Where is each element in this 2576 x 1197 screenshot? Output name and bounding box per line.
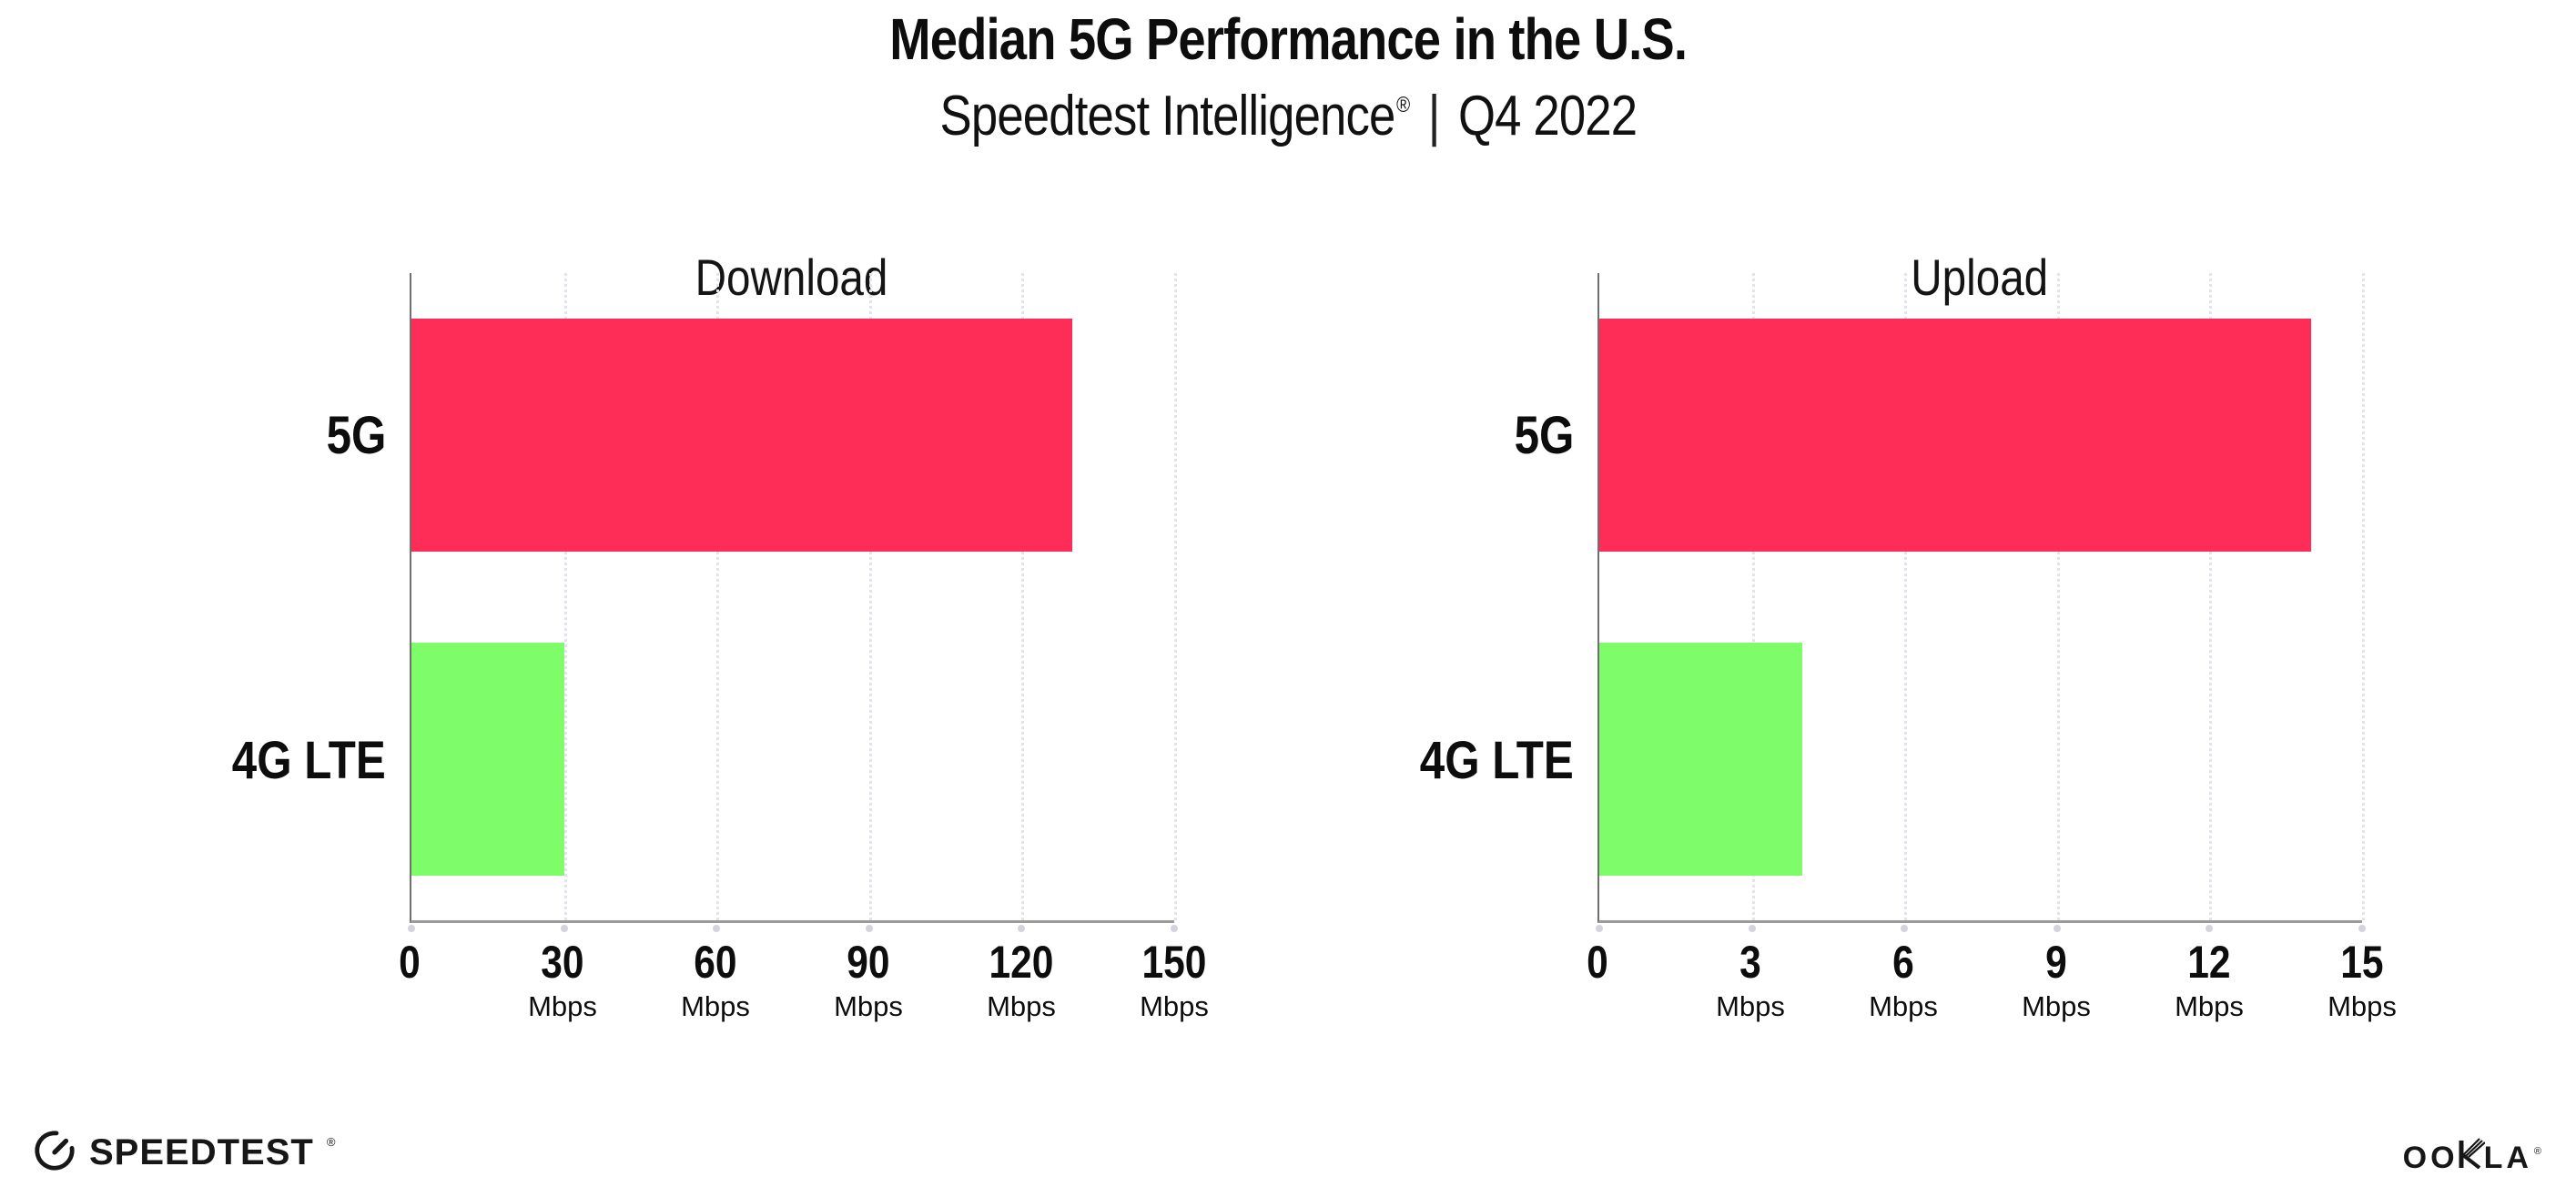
gridline — [1751, 273, 1755, 921]
unit-label: Mbps — [2022, 990, 2091, 1023]
category-label-5g: 5G — [326, 406, 386, 466]
tick-dot — [1901, 925, 1909, 933]
bar-4g-lte-upload — [1599, 642, 1803, 876]
bar-5g-download — [411, 319, 1073, 552]
tick-dot — [408, 925, 415, 933]
gridlines — [1599, 273, 2365, 921]
registered-mark: ® — [1395, 92, 1410, 117]
category-label-5g: 5G — [1514, 406, 1574, 466]
x-tick: 0 — [399, 937, 421, 989]
unit-label: Mbps — [681, 990, 750, 1023]
unit-label: Mbps — [2328, 990, 2397, 1023]
panel-upload: Upload 5G 4G LTE — [1402, 191, 2397, 1060]
tick-dot — [2206, 925, 2214, 933]
y-axis-labels-upload: 5G 4G LTE — [1402, 273, 1597, 923]
chart-title-text: Median 5G Performance in the U.S. — [889, 6, 1688, 72]
panel-title-upload: Upload — [1911, 249, 2049, 307]
x-tick: 150 Mbps — [1136, 939, 1212, 1020]
ookla-wordmark-right: LA — [2483, 1141, 2532, 1175]
panel-title-download: Download — [695, 249, 888, 307]
gridline — [2362, 273, 2365, 921]
unit-label: Mbps — [987, 990, 1056, 1023]
gridline — [563, 273, 567, 921]
gridline — [1904, 273, 1908, 921]
tick-dot — [1171, 925, 1178, 933]
category-label-4g-lte: 4G LTE — [232, 731, 386, 791]
tick-dot — [713, 925, 721, 933]
x-tick: 15 Mbps — [2328, 937, 2397, 1023]
gridline — [2209, 273, 2213, 921]
tick-dot — [2358, 925, 2366, 933]
unit-label: Mbps — [834, 990, 903, 1023]
x-tick: 120 Mbps — [983, 939, 1059, 1020]
x-tick: 60 Mbps — [681, 937, 750, 1023]
bar-row — [1599, 597, 2362, 921]
header: Median 5G Performance in the U.S. Speedt… — [0, 0, 2576, 146]
ookla-logo: OO LA ® — [2402, 1136, 2541, 1175]
gridline — [716, 273, 720, 921]
gridlines — [411, 273, 1177, 921]
y-axis-labels-download: 5G 4G LTE — [214, 273, 410, 923]
gridline — [868, 273, 872, 921]
tick-dot — [2053, 925, 2061, 933]
x-tick: 12 Mbps — [2175, 937, 2244, 1023]
unit-label: Mbps — [1716, 990, 1785, 1023]
x-tick: 3 Mbps — [1716, 937, 1785, 1023]
x-tick: 6 Mbps — [1869, 937, 1938, 1023]
category-label-4g-lte: 4G LTE — [1420, 731, 1574, 791]
subtitle-separator: | — [1427, 85, 1440, 148]
bar-row — [411, 597, 1174, 921]
x-tick: 9 Mbps — [2022, 937, 2091, 1023]
ookla-registered-mark: ® — [2533, 1146, 2541, 1157]
speedtest-wordmark: SPEEDTEST — [89, 1132, 314, 1172]
tick-dot — [560, 925, 568, 933]
bar-4g-lte-download — [411, 642, 564, 876]
bar-row — [411, 273, 1174, 597]
gridline — [1174, 273, 1177, 921]
gridline — [1021, 273, 1025, 921]
unit-label: Mbps — [528, 990, 597, 1023]
plot-area-download — [408, 273, 1178, 933]
chart-subtitle: Speedtest Intelligence® | Q4 2022 — [0, 86, 2576, 146]
tick-dot — [1018, 925, 1026, 933]
unit-label: Mbps — [2175, 990, 2244, 1023]
tick-dot — [1748, 925, 1756, 933]
ookla-k-icon — [2458, 1136, 2486, 1173]
speedtest-gauge-icon — [33, 1129, 76, 1177]
unit-label: Mbps — [1869, 990, 1938, 1023]
tick-dot — [865, 925, 873, 933]
gridline — [2056, 273, 2060, 921]
x-tick: 90 Mbps — [834, 937, 903, 1023]
subtitle-brand: Speedtest Intelligence — [939, 85, 1395, 148]
tick-dot — [1596, 925, 1603, 933]
x-tick: 30 Mbps — [528, 937, 597, 1023]
x-tick: 0 — [1587, 937, 1608, 989]
charts-row: Download 5G 4G LTE — [0, 191, 2576, 1060]
bar-5g-upload — [1599, 319, 2312, 552]
unit-label: Mbps — [1140, 990, 1209, 1023]
panel-download: Download 5G 4G LTE — [214, 191, 1209, 1060]
subtitle-period: Q4 2022 — [1457, 85, 1638, 148]
speedtest-registered-mark: ® — [326, 1135, 336, 1149]
ookla-wordmark-left: OO — [2402, 1141, 2459, 1175]
x-axis-upload: 0 3 Mbps 6 Mbps 9 Mbps 12 Mbps — [1587, 923, 2397, 1060]
plot-area-upload — [1596, 273, 2366, 933]
x-axis-download: 0 30 Mbps 60 Mbps 90 Mbps 120 Mbps — [399, 923, 1209, 1060]
chart-title: Median 5G Performance in the U.S. — [0, 6, 2576, 72]
speedtest-logo: SPEEDTEST ® — [33, 1129, 335, 1177]
bar-row — [1599, 273, 2362, 597]
